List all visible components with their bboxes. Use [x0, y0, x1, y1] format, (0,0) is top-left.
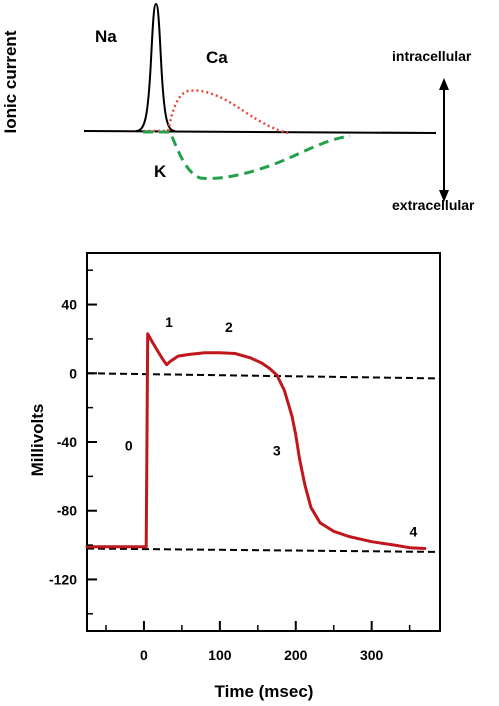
ca-label: Ca — [206, 48, 228, 67]
reference-line-0 — [86, 372, 441, 380]
na-current-curve — [135, 2, 176, 132]
y-axis-label: Millivolts — [28, 404, 47, 477]
k-current-curve — [143, 130, 351, 180]
y-tick-label: -40 — [57, 434, 77, 450]
na-label: Na — [95, 27, 117, 46]
y-tick-label: 0 — [69, 365, 77, 381]
phase-label-2: 2 — [225, 319, 233, 335]
action-potential-chart: 0 100 200 300 400-40-80-120 01 234 Time (mse… — [28, 252, 441, 701]
x-tick-label: 200 — [284, 647, 308, 663]
y-tick-label: -80 — [57, 503, 77, 519]
phase-label-1: 1 — [165, 314, 173, 330]
extracellular-label: extracellular — [392, 197, 475, 213]
k-label: K — [154, 162, 167, 181]
y-tick-label: 40 — [61, 297, 77, 313]
x-tick-label: 300 — [360, 647, 384, 663]
reference-line-1 — [86, 547, 441, 553]
y-tick-label: -120 — [49, 571, 77, 587]
ca-current-curve — [143, 89, 289, 135]
ionic-current-ylabel: Ionic current — [1, 30, 20, 133]
intracellular-label: intracellular — [392, 48, 472, 64]
plot-frame — [86, 252, 441, 632]
x-tick-label: 0 — [140, 647, 148, 663]
direction-double-arrow — [439, 78, 449, 202]
action-potential-line — [85, 332, 427, 550]
phase-label-0: 0 — [125, 438, 133, 454]
x-axis-label: Time (msec) — [215, 682, 314, 701]
x-tick-label: 100 — [208, 647, 232, 663]
phase-label-3: 3 — [273, 443, 281, 459]
phase-label-4: 4 — [410, 524, 418, 540]
ionic-current-panel: Ionic current Na Ca K intracellular extr… — [1, 2, 475, 213]
ionic-baseline — [83, 130, 437, 134]
